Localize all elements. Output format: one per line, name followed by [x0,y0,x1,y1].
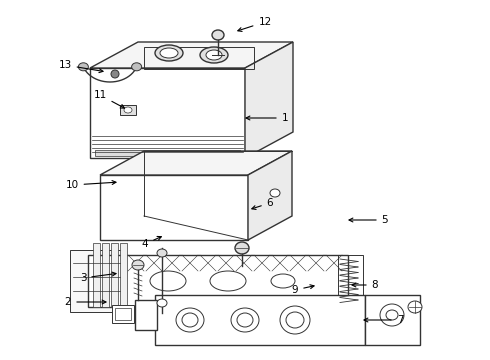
Ellipse shape [160,48,178,58]
Ellipse shape [157,299,167,307]
Ellipse shape [231,308,259,332]
Ellipse shape [157,249,167,257]
Bar [88,255,348,307]
Polygon shape [120,105,136,115]
Text: 3: 3 [80,272,116,283]
Ellipse shape [271,274,295,288]
Bar [120,243,127,307]
Bar [115,308,131,320]
Text: 5: 5 [349,215,388,225]
Text: 12: 12 [238,17,271,31]
Bar [102,243,109,307]
Ellipse shape [124,107,132,113]
Ellipse shape [150,271,186,291]
Bar [338,255,363,307]
Ellipse shape [132,260,144,270]
Bar [93,243,100,307]
Ellipse shape [408,301,422,313]
Text: 8: 8 [352,280,378,290]
Ellipse shape [286,312,304,328]
Ellipse shape [132,63,142,71]
Ellipse shape [237,313,253,327]
Ellipse shape [386,310,398,320]
Polygon shape [90,42,293,68]
Ellipse shape [235,242,249,254]
Text: 7: 7 [364,315,403,325]
Ellipse shape [200,47,228,63]
Bar [111,243,118,307]
Text: 13: 13 [58,60,103,73]
Ellipse shape [155,45,183,61]
Bar [95,150,240,156]
Bar [365,295,420,345]
Text: 2: 2 [65,297,106,307]
Ellipse shape [270,189,280,197]
Ellipse shape [176,308,204,332]
Text: 11: 11 [94,90,124,108]
Bar [112,305,134,323]
Bar [155,295,365,345]
Polygon shape [70,250,123,312]
Text: 4: 4 [142,237,161,249]
Polygon shape [100,151,292,175]
Bar [100,175,248,240]
Bar [90,68,245,158]
Polygon shape [248,151,292,240]
Text: 6: 6 [252,198,273,210]
Text: 9: 9 [292,285,314,295]
Circle shape [111,70,119,78]
Ellipse shape [280,306,310,334]
Text: 1: 1 [246,113,288,123]
Ellipse shape [212,30,224,40]
Bar [135,300,157,330]
Text: 10: 10 [66,180,116,190]
Ellipse shape [206,50,222,60]
Ellipse shape [380,304,404,326]
Polygon shape [245,42,293,158]
Ellipse shape [78,63,88,71]
Ellipse shape [182,313,198,327]
Ellipse shape [210,271,246,291]
